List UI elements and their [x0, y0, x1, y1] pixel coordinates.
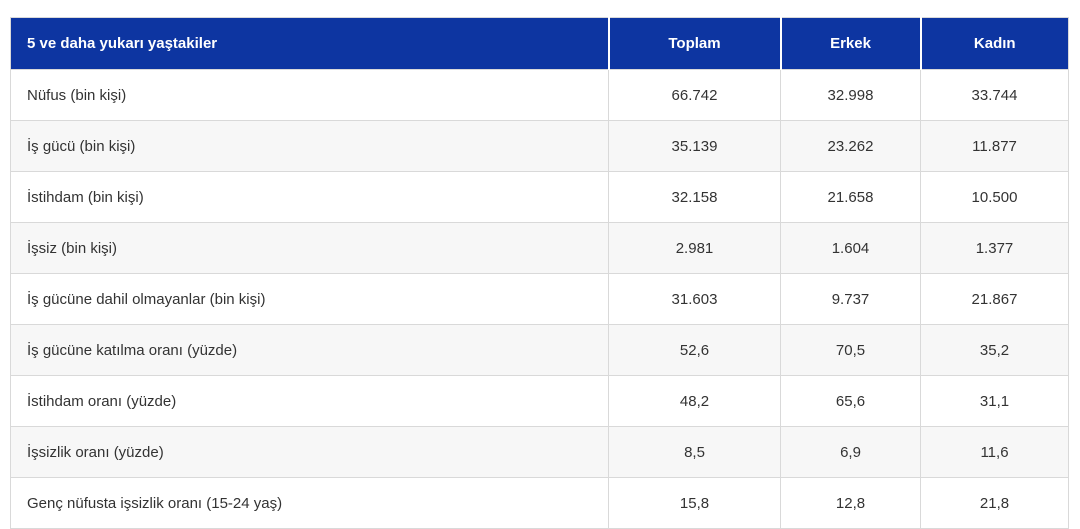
value-erkek: 12,8 — [780, 477, 921, 529]
table-row: İş gücüne katılma oranı (yüzde) 52,6 70,… — [10, 324, 1069, 376]
value-toplam: 48,2 — [608, 375, 781, 427]
value-kadin: 21.867 — [920, 273, 1069, 325]
row-label: İşsizlik oranı (yüzde) — [10, 426, 609, 478]
value-toplam: 32.158 — [608, 171, 781, 223]
value-erkek: 65,6 — [780, 375, 921, 427]
value-erkek: 21.658 — [780, 171, 921, 223]
table-row: İş gücü (bin kişi) 35.139 23.262 11.877 — [10, 120, 1069, 172]
table-title-header: 5 ve daha yukarı yaştakiler — [10, 17, 609, 70]
labor-statistics-table-container: 5 ve daha yukarı yaştakiler Toplam Erkek… — [10, 17, 1069, 529]
value-kadin: 11.877 — [920, 120, 1069, 172]
value-toplam: 66.742 — [608, 69, 781, 121]
value-erkek: 23.262 — [780, 120, 921, 172]
row-label: İşsiz (bin kişi) — [10, 222, 609, 274]
table-row: İş gücüne dahil olmayanlar (bin kişi) 31… — [10, 273, 1069, 325]
row-label: İş gücüne dahil olmayanlar (bin kişi) — [10, 273, 609, 325]
value-kadin: 33.744 — [920, 69, 1069, 121]
value-toplam: 35.139 — [608, 120, 781, 172]
value-toplam: 8,5 — [608, 426, 781, 478]
column-header-erkek: Erkek — [779, 17, 921, 70]
value-toplam: 2.981 — [608, 222, 781, 274]
value-erkek: 32.998 — [780, 69, 921, 121]
table-row: İşsiz (bin kişi) 2.981 1.604 1.377 — [10, 222, 1069, 274]
value-erkek: 9.737 — [780, 273, 921, 325]
row-label: İş gücü (bin kişi) — [10, 120, 609, 172]
table-row: İşsizlik oranı (yüzde) 8,5 6,9 11,6 — [10, 426, 1069, 478]
row-label: Genç nüfusta işsizlik oranı (15-24 yaş) — [10, 477, 609, 529]
table-row: Nüfus (bin kişi) 66.742 32.998 33.744 — [10, 69, 1069, 121]
value-toplam: 15,8 — [608, 477, 781, 529]
row-label: Nüfus (bin kişi) — [10, 69, 609, 121]
table-row: Genç nüfusta işsizlik oranı (15-24 yaş) … — [10, 477, 1069, 529]
value-erkek: 70,5 — [780, 324, 921, 376]
value-toplam: 31.603 — [608, 273, 781, 325]
row-label: İstihdam oranı (yüzde) — [10, 375, 609, 427]
value-kadin: 31,1 — [920, 375, 1069, 427]
value-kadin: 11,6 — [920, 426, 1069, 478]
value-toplam: 52,6 — [608, 324, 781, 376]
table-header-row: 5 ve daha yukarı yaştakiler Toplam Erkek… — [10, 17, 1069, 70]
value-kadin: 35,2 — [920, 324, 1069, 376]
table-row: İstihdam oranı (yüzde) 48,2 65,6 31,1 — [10, 375, 1069, 427]
value-erkek: 1.604 — [780, 222, 921, 274]
column-header-toplam: Toplam — [607, 17, 781, 70]
labor-statistics-table: 5 ve daha yukarı yaştakiler Toplam Erkek… — [10, 17, 1069, 529]
column-header-kadin: Kadın — [919, 17, 1069, 70]
row-label: İş gücüne katılma oranı (yüzde) — [10, 324, 609, 376]
table-row: İstihdam (bin kişi) 32.158 21.658 10.500 — [10, 171, 1069, 223]
value-kadin: 1.377 — [920, 222, 1069, 274]
row-label: İstihdam (bin kişi) — [10, 171, 609, 223]
value-kadin: 10.500 — [920, 171, 1069, 223]
value-erkek: 6,9 — [780, 426, 921, 478]
value-kadin: 21,8 — [920, 477, 1069, 529]
